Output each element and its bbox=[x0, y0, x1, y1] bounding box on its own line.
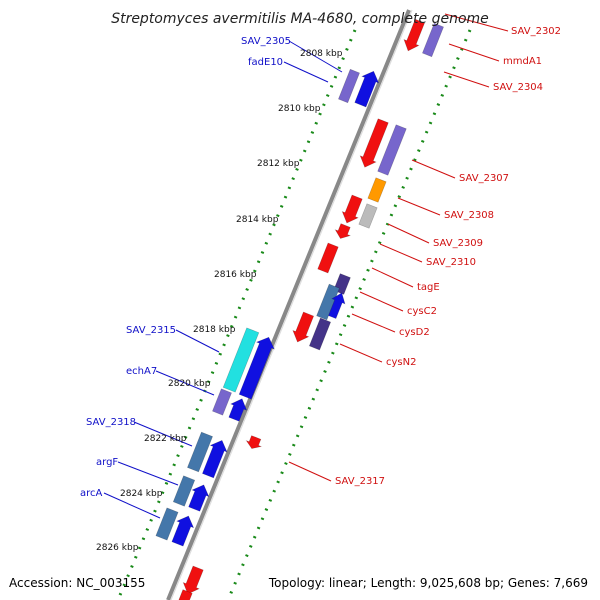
gene-labels: SAV_2305 fadE10 SAV_2315 echA7 SAV_2318 argF a… bbox=[80, 26, 561, 499]
gene-label-right: cysD2 bbox=[399, 327, 430, 338]
gene-feature-cysd2-blue bbox=[328, 292, 346, 319]
genome-backbone bbox=[166, 9, 413, 600]
gene-label-right: SAV_2310 bbox=[426, 257, 476, 268]
gene-feature-fade10 bbox=[354, 70, 380, 108]
leader-line-left bbox=[155, 370, 215, 396]
gene-label-left: echA7 bbox=[126, 366, 157, 377]
gene-feature-sav-2315-blue bbox=[238, 336, 275, 400]
gene-label-right: SAV_2317 bbox=[335, 476, 385, 487]
leader-line-right bbox=[387, 223, 430, 244]
gene-label-right: SAV_2302 bbox=[511, 26, 561, 37]
gene-feature-cysd2-steel bbox=[316, 283, 340, 321]
gene-feature-arca bbox=[155, 507, 179, 541]
gene-feature-bottom-red-2 bbox=[178, 589, 193, 600]
gene-label-right: mmdA1 bbox=[503, 56, 542, 67]
kbp-tick-label: 2816 kbp bbox=[214, 270, 257, 280]
gene-label-right: tagE bbox=[417, 282, 440, 293]
label-leader-lines bbox=[103, 13, 509, 519]
leader-line-left bbox=[288, 40, 343, 73]
kbp-tick-label: 2814 kbp bbox=[236, 215, 279, 225]
gene-label-right: cysC2 bbox=[407, 306, 437, 317]
gene-feature-sav-2318-blue bbox=[202, 439, 228, 479]
gene-feature-sav-2309 bbox=[341, 194, 363, 224]
gene-label-left: fadE10 bbox=[248, 57, 283, 68]
topology-label: Topology: linear; Length: 9,025,608 bp; … bbox=[268, 576, 588, 590]
leader-line-left bbox=[175, 329, 220, 353]
gene-feature-cysn2-slate bbox=[308, 317, 332, 351]
kbp-tick-label: 2810 kbp bbox=[278, 104, 321, 114]
leader-line-right bbox=[443, 71, 490, 88]
kbp-tick-label: 2826 kbp bbox=[96, 543, 139, 553]
gene-label-left: SAV_2315 bbox=[126, 325, 176, 336]
leader-line-left bbox=[133, 421, 193, 447]
gene-feature-sav-2307 bbox=[359, 118, 389, 168]
kbp-tick-labels: 2808 kbp 2810 kbp 2812 kbp 2814 kbp 2816 kbp… bbox=[96, 49, 343, 553]
leader-line-right bbox=[444, 13, 509, 32]
gene-feature-echa7-blue bbox=[228, 398, 248, 422]
leader-line-left bbox=[103, 492, 161, 519]
leader-line-right bbox=[288, 461, 332, 482]
accession-label: Accession: NC_003155 bbox=[9, 576, 145, 590]
leader-line-right bbox=[339, 343, 383, 363]
leader-line-left bbox=[117, 461, 179, 486]
map-title: Streptomyces avermitilis MA-4680, comple… bbox=[111, 11, 489, 27]
gene-feature-mmda1-lavender bbox=[422, 22, 444, 58]
gene-feature-argf-blue bbox=[188, 484, 210, 512]
leader-line-right bbox=[379, 243, 423, 263]
leader-line-right bbox=[371, 267, 414, 288]
gene-feature-cysn2 bbox=[292, 311, 315, 343]
gene-feature-sav-2317 bbox=[245, 435, 263, 449]
gene-label-left: SAV_2318 bbox=[86, 417, 136, 428]
gene-feature-sav-2318 bbox=[187, 431, 213, 473]
backbone-line-outer bbox=[166, 9, 411, 600]
gene-label-left: argF bbox=[96, 457, 118, 468]
gene-feature-sav-2315 bbox=[222, 327, 260, 393]
gene-label-right: SAV_2307 bbox=[459, 173, 509, 184]
gene-feature-sav-2302 bbox=[403, 18, 425, 52]
leader-line-right bbox=[411, 159, 456, 179]
gene-label-left: SAV_2305 bbox=[241, 36, 291, 47]
gene-features bbox=[155, 18, 444, 600]
kbp-tick-label: 2824 kbp bbox=[120, 489, 163, 499]
kbp-tick-label: 2820 kbp bbox=[168, 379, 211, 389]
gene-feature-sav-2308 bbox=[367, 177, 387, 203]
leader-line-right bbox=[448, 43, 500, 62]
leader-line-right bbox=[359, 291, 404, 312]
gene-feature-sav-2310-gray bbox=[358, 203, 378, 229]
gene-label-right: SAV_2308 bbox=[444, 210, 494, 221]
gene-feature-tage bbox=[334, 223, 352, 239]
gene-feature-sav-2305 bbox=[338, 68, 360, 104]
leader-line-right bbox=[351, 313, 396, 333]
leader-line-left bbox=[283, 61, 329, 83]
gene-feature-sav-2307-lavender bbox=[377, 124, 407, 176]
kbp-tick-label: 2808 kbp bbox=[300, 49, 343, 59]
gene-feature-argf bbox=[172, 475, 196, 507]
kbp-tick-label: 2822 kbp bbox=[144, 434, 187, 444]
gene-label-right: cysN2 bbox=[386, 357, 416, 368]
gene-feature-echa7 bbox=[212, 388, 232, 416]
kbp-tick-label: 2818 kbp bbox=[193, 325, 236, 335]
leader-line-right bbox=[397, 197, 441, 216]
gene-label-right: SAV_2309 bbox=[433, 238, 483, 249]
backbone-line-highlight bbox=[170, 9, 413, 600]
kbp-tick-label: 2812 kbp bbox=[257, 159, 300, 169]
gene-feature-bottom-red bbox=[182, 565, 204, 595]
gene-label-left: arcA bbox=[80, 488, 103, 499]
gene-feature-cysc2-red bbox=[317, 242, 339, 274]
gene-label-right: SAV_2304 bbox=[493, 82, 543, 93]
gene-feature-arca-blue bbox=[171, 515, 195, 547]
